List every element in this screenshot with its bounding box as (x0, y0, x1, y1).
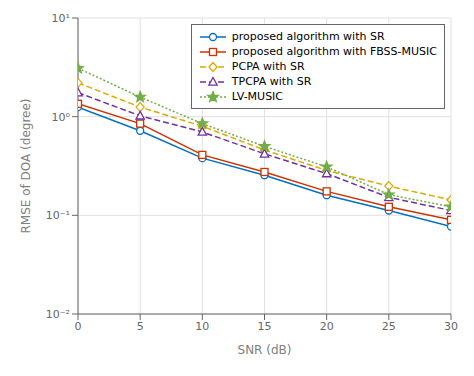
html-text:TPCPA with SR: TPCPA with SR (231, 75, 312, 88)
html-text:PCPA with SR: PCPA with SR (231, 60, 305, 73)
svg-text:25: 25 (382, 320, 396, 333)
svg-text:10⁻¹: 10⁻¹ (46, 209, 70, 222)
html-text:proposed algorithm with SR: proposed algorithm with SR (231, 30, 385, 43)
svg-text:10¹: 10¹ (52, 12, 70, 25)
svg-text:30: 30 (444, 320, 458, 333)
svg-text:SNR (dB): SNR (dB) (238, 343, 292, 357)
html-text:LV-MUSIC: LV-MUSIC (231, 90, 283, 103)
svg-text:10: 10 (195, 320, 209, 333)
svg-text:15: 15 (258, 320, 272, 333)
html-text:proposed algorithm with FBSS-M: proposed algorithm with FBSS-MUSIC (231, 45, 437, 58)
svg-text:5: 5 (137, 320, 144, 333)
svg-text:RMSE of DOA (degree): RMSE of DOA (degree) (19, 99, 33, 234)
svg-text:0: 0 (75, 320, 82, 333)
svg-text:10⁻²: 10⁻² (46, 308, 70, 321)
svg-text:10⁰: 10⁰ (52, 111, 71, 124)
svg-text:20: 20 (320, 320, 334, 333)
